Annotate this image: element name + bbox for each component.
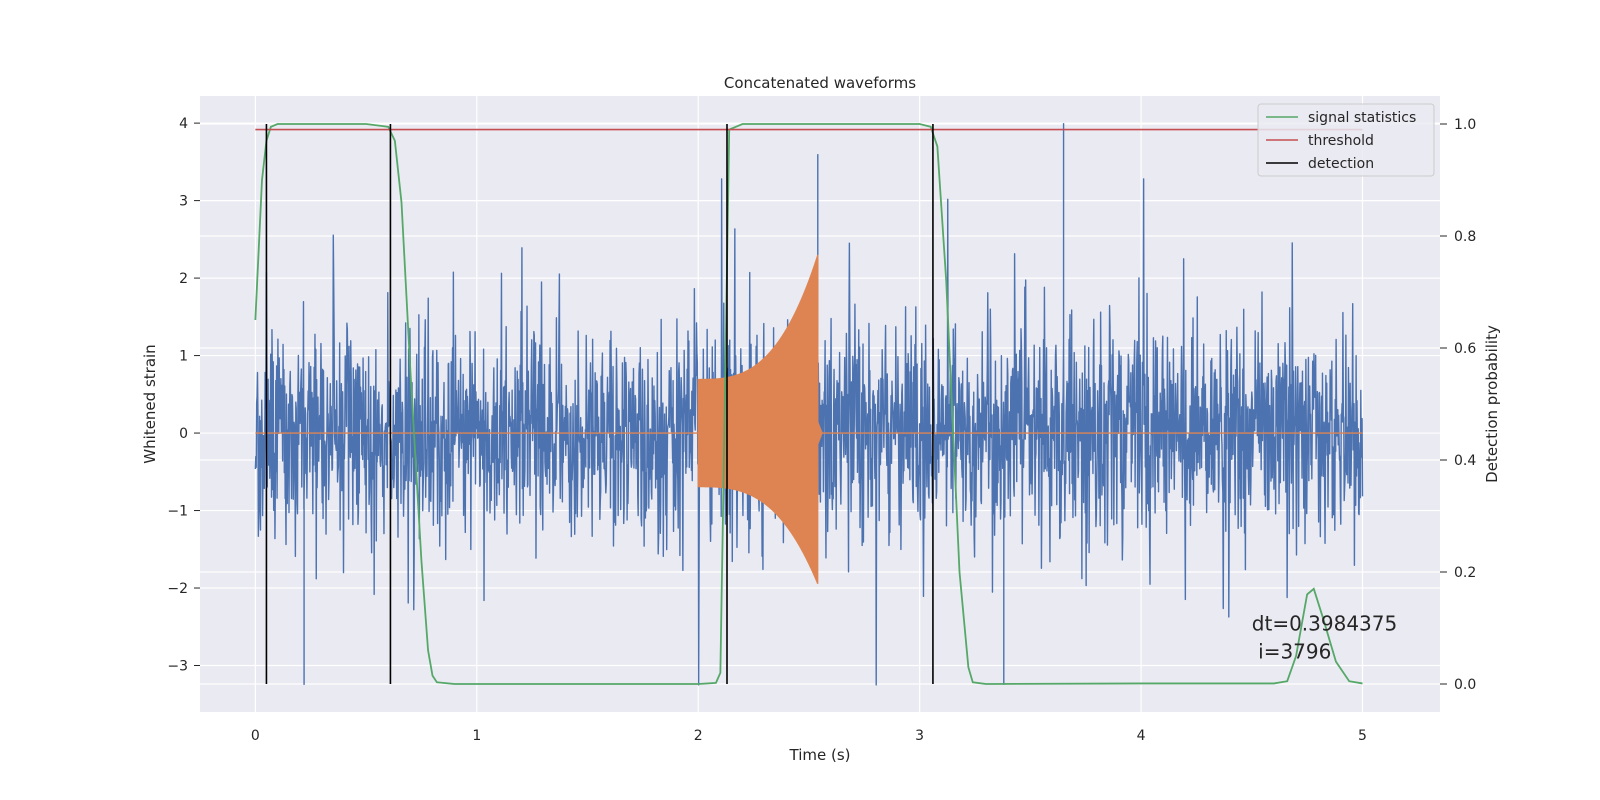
- injection-series: [255, 254, 1363, 584]
- legend: signal statistics threshold detection: [1257, 103, 1435, 177]
- axes: 0 1 2 3 4 5 −3 −2 −1 0 1 2 3 4 0.0 0.2 0.4 0.6 0.8 1.0: [167, 116, 1476, 744]
- legend-label-signal: signal statistics: [1308, 110, 1416, 126]
- annotation-line-1: dt=0.3984375: [1252, 612, 1397, 636]
- annotation-line-2: i=3796: [1252, 640, 1332, 664]
- x-tick-label: 4: [1137, 728, 1146, 744]
- y2-tick-label: 0.6: [1454, 341, 1476, 357]
- y2-tick-label: 1.0: [1454, 117, 1476, 133]
- y2-tick-label: 0.0: [1454, 677, 1476, 693]
- y2-tick-label: 0.8: [1454, 229, 1476, 245]
- x-tick-label: 3: [915, 728, 924, 744]
- x-tick-label: 2: [694, 728, 703, 744]
- y-tick-label: −3: [167, 659, 188, 675]
- chart-title: Concatenated waveforms: [724, 74, 916, 92]
- y-tick-label: 0: [179, 426, 188, 442]
- legend-label-detection: detection: [1308, 156, 1374, 172]
- y2-tick-label: 0.2: [1454, 565, 1476, 581]
- y-axis-label: Whitened strain: [141, 344, 159, 463]
- x-tick-label: 1: [472, 728, 481, 744]
- y-tick-label: −2: [167, 581, 188, 597]
- y-tick-label: 1: [179, 349, 188, 365]
- x-tick-label: 5: [1358, 728, 1367, 744]
- y-tick-label: 2: [179, 271, 188, 287]
- x-tick-label: 0: [251, 728, 260, 744]
- y2-tick-label: 0.4: [1454, 453, 1476, 469]
- signal-statistics-line: [254, 123, 1363, 685]
- legend-box: [1257, 103, 1435, 177]
- y-tick-label: −1: [167, 504, 188, 520]
- probability-series: [254, 123, 1363, 685]
- injection-line: [255, 254, 1363, 584]
- annotation: dt=0.3984375 i=3796: [1252, 612, 1397, 664]
- x-axis-label: Time (s): [789, 746, 851, 764]
- y2-axis-label: Detection probability: [1483, 325, 1501, 483]
- y-tick-label: 4: [179, 116, 188, 132]
- y-tick-label: 3: [179, 194, 188, 210]
- legend-label-threshold: threshold: [1308, 133, 1374, 149]
